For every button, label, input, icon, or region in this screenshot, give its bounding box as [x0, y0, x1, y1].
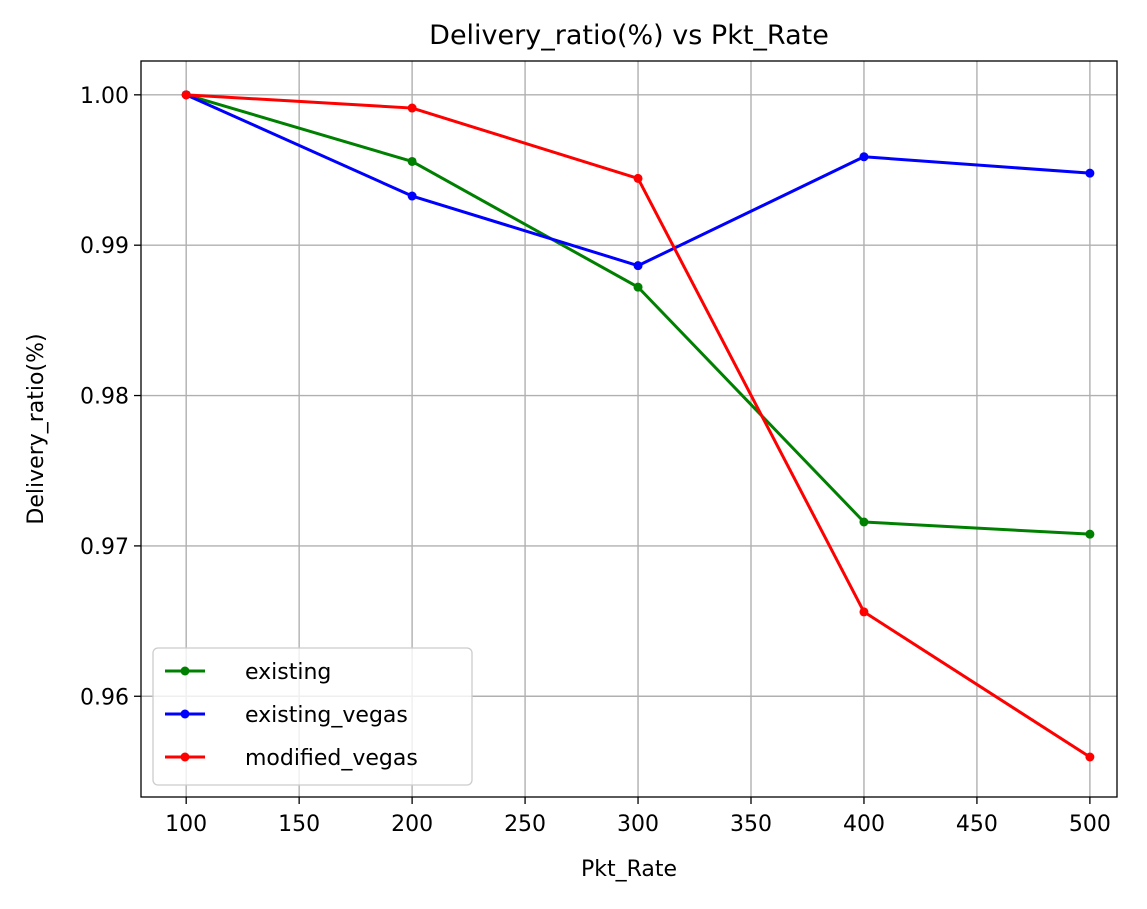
data-point: [859, 152, 869, 162]
legend-item: existing_vegas: [165, 703, 408, 728]
y-axis-label: Delivery_ratio(%): [24, 333, 49, 524]
series-layer: [181, 90, 1095, 762]
legend-box: [152, 647, 473, 786]
data-point: [1085, 168, 1095, 178]
x-tick-label: 300: [617, 812, 659, 837]
y-tick-label: 0.99: [80, 234, 129, 259]
data-point: [407, 156, 417, 166]
data-point: [859, 517, 869, 527]
ticks: 100 150 200 250 300 350 400 450 500 0.96 0.97 0.98 0…: [80, 84, 1111, 837]
legend-marker: [180, 666, 190, 676]
data-point: [181, 90, 191, 100]
legend-label: modified_vegas: [245, 746, 418, 771]
data-point: [1085, 752, 1095, 762]
x-tick-label: 100: [165, 812, 207, 837]
legend-item: modified_vegas: [165, 746, 418, 771]
data-point: [633, 282, 643, 292]
y-tick-label: 0.96: [80, 685, 129, 710]
data-point: [633, 173, 643, 183]
legend: existing existing_vegas modified_vegas: [152, 647, 473, 786]
x-axis-label: Pkt_Rate: [581, 857, 677, 882]
plot-frame: [140, 60, 1118, 798]
x-tick-label: 350: [730, 812, 772, 837]
legend-marker: [180, 709, 190, 719]
legend-label: existing: [245, 660, 331, 685]
data-point: [633, 261, 643, 271]
x-tick-label: 500: [1069, 812, 1111, 837]
x-tick-label: 250: [504, 812, 546, 837]
legend-marker: [180, 752, 190, 762]
chart-title: Delivery_ratio(%) vs Pkt_Rate: [429, 20, 829, 51]
x-tick-label: 450: [956, 812, 998, 837]
data-point: [859, 607, 869, 617]
x-tick-label: 200: [391, 812, 433, 837]
grid: [141, 61, 1117, 797]
x-tick-label: 150: [278, 812, 320, 837]
y-tick-label: 0.97: [80, 535, 129, 560]
data-point: [407, 191, 417, 201]
legend-item: existing: [165, 660, 331, 685]
data-point: [407, 103, 417, 113]
y-tick-label: 1.00: [80, 84, 129, 109]
y-tick-label: 0.98: [80, 385, 129, 410]
series-modified-vegas: [181, 90, 1095, 762]
data-point: [1085, 529, 1095, 539]
x-tick-label: 400: [843, 812, 885, 837]
legend-label: existing_vegas: [245, 703, 408, 728]
